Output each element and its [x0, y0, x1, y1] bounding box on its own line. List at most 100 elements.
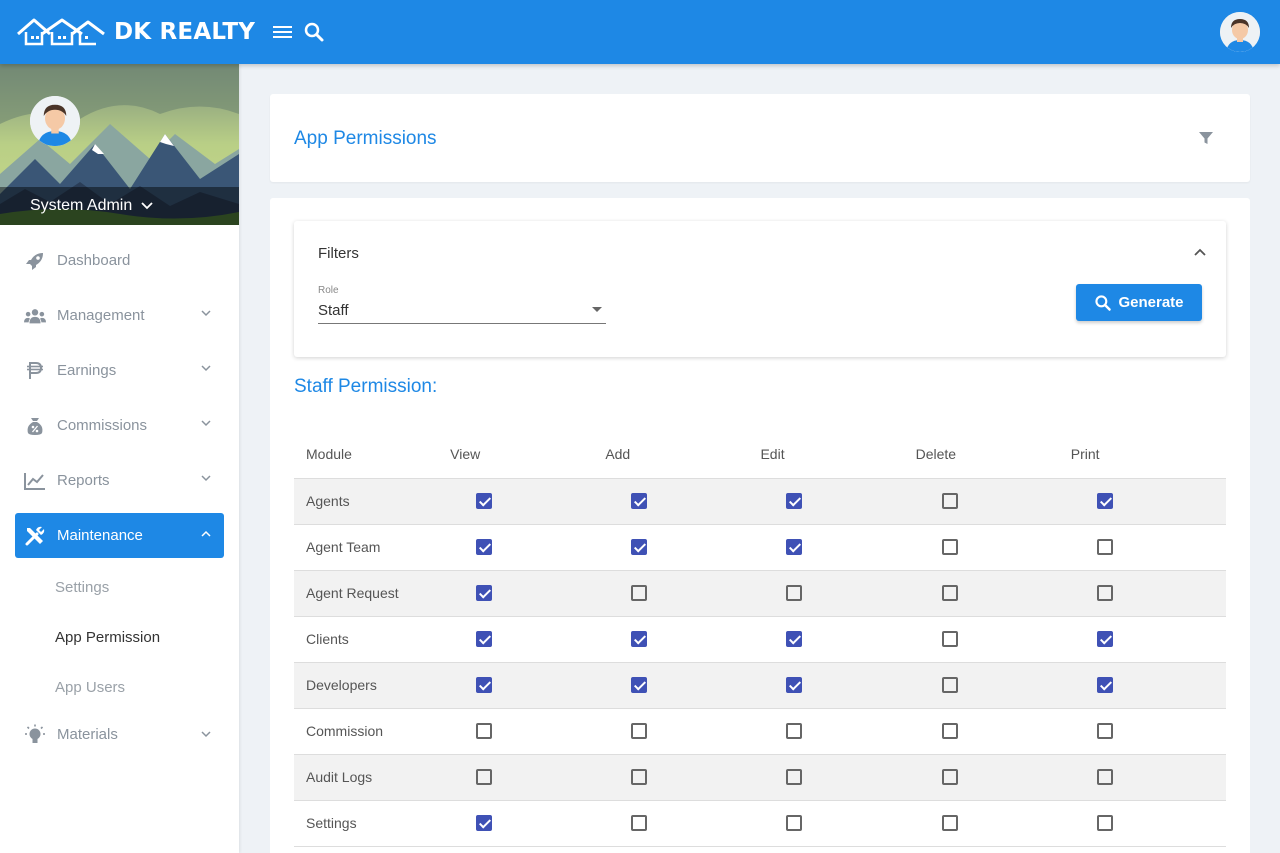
edit-checkbox[interactable] [786, 539, 803, 555]
avatar-icon [1220, 12, 1260, 52]
permission-cell-view [450, 616, 606, 663]
add-checkbox[interactable] [631, 769, 648, 785]
profile-menu-toggle[interactable]: System Admin [0, 187, 239, 225]
sidebar-item-label: Materials [57, 726, 118, 743]
add-checkbox[interactable] [631, 631, 648, 647]
generate-button[interactable]: Generate [1076, 284, 1202, 321]
permissions-table: Module View Add Edit Delete Print Agents… [294, 430, 1226, 847]
view-checkbox[interactable] [476, 585, 493, 601]
hamburger-menu-icon[interactable] [271, 20, 295, 44]
permissions-table-body: Agents Agent Team Agent Request Clients Deve… [294, 478, 1226, 847]
sidebar-item-maintenance[interactable]: Maintenance [15, 513, 224, 558]
print-checkbox[interactable] [1096, 723, 1113, 739]
view-checkbox[interactable] [476, 631, 493, 647]
delete-checkbox[interactable] [941, 585, 958, 601]
add-checkbox[interactable] [631, 677, 648, 693]
print-checkbox[interactable] [1096, 631, 1113, 647]
view-checkbox[interactable] [476, 493, 493, 509]
dropdown-caret-icon [592, 307, 602, 312]
filters-title: Filters [318, 245, 359, 262]
edit-checkbox[interactable] [786, 631, 803, 647]
edit-checkbox[interactable] [786, 677, 803, 693]
column-header-edit: Edit [760, 430, 916, 479]
module-name: Agents [294, 478, 451, 525]
sidebar-subitem-settings[interactable]: Settings [55, 578, 110, 596]
module-name: Audit Logs [294, 754, 451, 801]
generate-button-label: Generate [1118, 294, 1184, 311]
sidebar-subitem-app-permission[interactable]: App Permission [55, 628, 161, 646]
permission-cell-add [605, 662, 761, 709]
delete-checkbox[interactable] [941, 631, 958, 647]
permission-cell-view [450, 708, 606, 755]
edit-checkbox[interactable] [786, 585, 803, 601]
module-name: Agent Team [294, 524, 451, 571]
view-checkbox[interactable] [476, 723, 493, 739]
edit-checkbox[interactable] [786, 723, 803, 739]
edit-checkbox[interactable] [786, 769, 803, 785]
permission-cell-edit [760, 754, 916, 801]
view-checkbox[interactable] [476, 677, 493, 693]
peso-icon [24, 360, 46, 382]
delete-checkbox[interactable] [941, 815, 958, 831]
permission-cell-print [1070, 708, 1226, 755]
permission-cell-view [450, 754, 606, 801]
chevron-up-icon[interactable] [1194, 243, 1206, 261]
sidebar-item-commissions[interactable]: Commissions [0, 398, 239, 453]
tools-icon [24, 525, 46, 547]
sidebar-item-label: Reports [57, 472, 110, 489]
sidebar-subitem-app-users[interactable]: App Users [55, 678, 126, 696]
column-header-view: View [450, 430, 606, 479]
sidebar-item-dashboard[interactable]: Dashboard [0, 233, 239, 288]
print-checkbox[interactable] [1096, 493, 1113, 509]
add-checkbox[interactable] [631, 723, 648, 739]
rocket-icon [24, 250, 46, 272]
permission-cell-delete [915, 570, 1071, 617]
profile-name: System Admin [30, 197, 133, 214]
sidebar-nav: Dashboard Management Earnings Commission… [0, 225, 239, 757]
permission-cell-delete [915, 524, 1071, 571]
add-checkbox[interactable] [631, 539, 648, 555]
money-bag-icon [24, 415, 46, 437]
sidebar-item-management[interactable]: Management [0, 288, 239, 343]
permission-cell-add [605, 800, 761, 847]
edit-checkbox[interactable] [786, 815, 803, 831]
view-checkbox[interactable] [476, 769, 493, 785]
user-avatar[interactable] [1220, 12, 1260, 52]
delete-checkbox[interactable] [941, 539, 958, 555]
permission-cell-delete [915, 478, 1071, 525]
profile-avatar[interactable] [30, 96, 80, 146]
add-checkbox[interactable] [631, 493, 648, 509]
delete-checkbox[interactable] [941, 677, 958, 693]
delete-checkbox[interactable] [941, 769, 958, 785]
print-checkbox[interactable] [1096, 585, 1113, 601]
brand-logo[interactable]: DK REALTY [16, 16, 255, 48]
delete-checkbox[interactable] [941, 493, 958, 509]
table-header-row: Module View Add Edit Delete Print [294, 430, 1226, 479]
sidebar-item-reports[interactable]: Reports [0, 453, 239, 508]
search-icon[interactable] [302, 20, 326, 44]
table-row: Agents [294, 478, 1226, 525]
top-app-bar: DK REALTY [0, 0, 1280, 64]
permission-cell-delete [915, 800, 1071, 847]
role-select[interactable]: Role Staff [318, 284, 606, 324]
sidebar-item-materials[interactable]: Materials [0, 712, 239, 757]
print-checkbox[interactable] [1096, 769, 1113, 785]
sidebar-item-label: Dashboard [57, 252, 131, 269]
add-checkbox[interactable] [631, 585, 648, 601]
delete-checkbox[interactable] [941, 723, 958, 739]
permission-cell-view [450, 800, 606, 847]
filters-panel: Filters Role Staff Generate [294, 221, 1226, 357]
sidebar-item-label: Management [57, 307, 145, 324]
filter-icon[interactable] [1198, 130, 1214, 151]
view-checkbox[interactable] [476, 815, 493, 831]
print-checkbox[interactable] [1096, 815, 1113, 831]
view-checkbox[interactable] [476, 539, 493, 555]
add-checkbox[interactable] [631, 815, 648, 831]
sidebar-item-earnings[interactable]: Earnings [0, 343, 239, 398]
print-checkbox[interactable] [1096, 677, 1113, 693]
print-checkbox[interactable] [1096, 539, 1113, 555]
permission-cell-add [605, 570, 761, 617]
lightbulb-icon [24, 724, 46, 746]
edit-checkbox[interactable] [786, 493, 803, 509]
permission-cell-edit [760, 800, 916, 847]
